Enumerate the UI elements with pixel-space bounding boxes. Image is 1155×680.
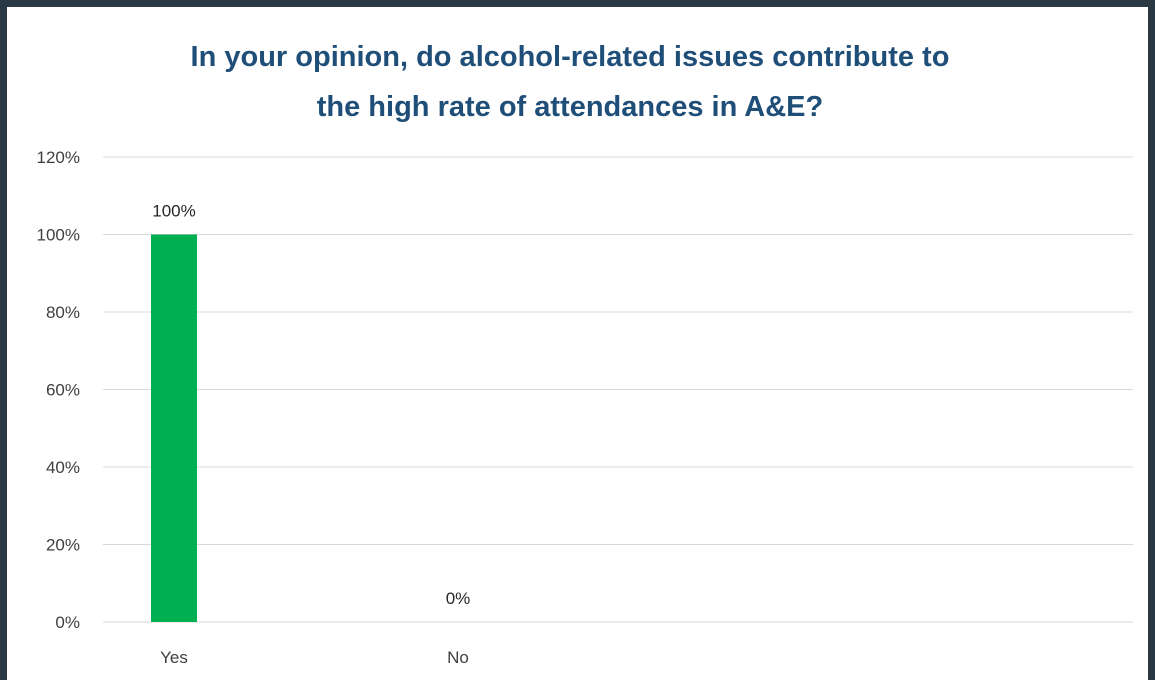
y-tick-label-80: 80% bbox=[46, 303, 80, 322]
bar-yes bbox=[151, 234, 197, 622]
y-tick-label-100: 100% bbox=[37, 226, 80, 245]
data-label-no: 0% bbox=[446, 589, 471, 608]
x-tick-label-yes: Yes bbox=[160, 648, 188, 667]
y-tick-label-0: 0% bbox=[55, 613, 80, 632]
chart-title-line-1: In your opinion, do alcohol-related issu… bbox=[190, 41, 950, 73]
y-tick-label-120: 120% bbox=[37, 148, 80, 167]
y-tick-label-20: 20% bbox=[46, 536, 80, 555]
chart-title-line-2: the high rate of attendances in A&E? bbox=[316, 91, 824, 123]
y-tick-label-60: 60% bbox=[46, 381, 80, 400]
x-tick-label-no: No bbox=[447, 648, 469, 667]
data-label-yes: 100% bbox=[152, 202, 195, 221]
y-tick-label-40: 40% bbox=[46, 458, 80, 477]
